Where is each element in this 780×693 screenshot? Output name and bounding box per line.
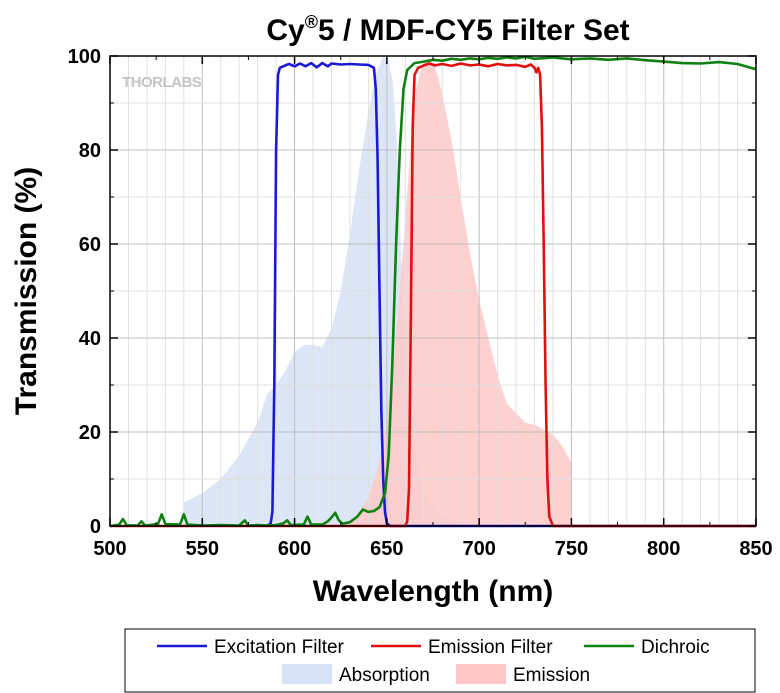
x-axis-title: Wavelength (nm) — [313, 575, 554, 608]
x-tick-label: 700 — [462, 538, 495, 560]
x-tick-label: 650 — [370, 538, 403, 560]
chart-title-rest: 5 / MDF-CY5 Filter Set — [318, 14, 630, 47]
legend-label-emission-filter: Emission Filter — [428, 637, 553, 658]
x-tick-label: 500 — [93, 538, 126, 560]
line-series-group — [109, 55, 757, 528]
x-tick-label: 800 — [647, 538, 680, 560]
legend-swatch-emission — [456, 664, 506, 684]
thorlabs-logo: THORLABS — [122, 74, 202, 91]
legend-label-excitation-filter: Excitation Filter — [214, 637, 345, 658]
x-tick-label: 850 — [739, 538, 772, 560]
legend-box — [124, 628, 756, 693]
legend-label-dichroic: Dichroic — [641, 637, 710, 658]
grid — [110, 56, 756, 526]
axis-ticks — [109, 55, 757, 527]
chart-title-superscript: ® — [305, 12, 318, 32]
chart-title: Cy®5 / MDF-CY5 Filter Set — [266, 12, 629, 47]
line-excitation-filter — [266, 61, 756, 528]
y-tick-label: 80 — [79, 140, 101, 162]
legend-swatch-absorption — [282, 664, 332, 684]
legend-label-emission: Emission — [513, 665, 590, 686]
x-tick-label: 600 — [278, 538, 311, 560]
y-axis-title: Transmission (%) — [10, 167, 43, 415]
y-tick-label: 40 — [79, 328, 101, 350]
x-tick-label: 550 — [186, 538, 219, 560]
x-tick-label: 750 — [555, 538, 588, 560]
legend: Excitation Filter Emission Filter Dichroic… — [124, 628, 756, 693]
legend-items: Excitation Filter Emission Filter Dichroic… — [157, 637, 710, 686]
legend-label-absorption: Absorption — [339, 665, 430, 686]
y-tick-label: 0 — [90, 516, 101, 538]
y-tick-label: 20 — [79, 422, 101, 444]
tick-labels: 500 550 600 650 700 750 800 850 0 20 40 60 80 100 — [68, 46, 773, 560]
chart-title-main: Cy — [266, 14, 305, 47]
line-dichroic — [109, 55, 757, 528]
line-emission-filter — [110, 62, 756, 528]
y-tick-label: 100 — [68, 46, 101, 68]
y-tick-label: 60 — [79, 234, 101, 256]
